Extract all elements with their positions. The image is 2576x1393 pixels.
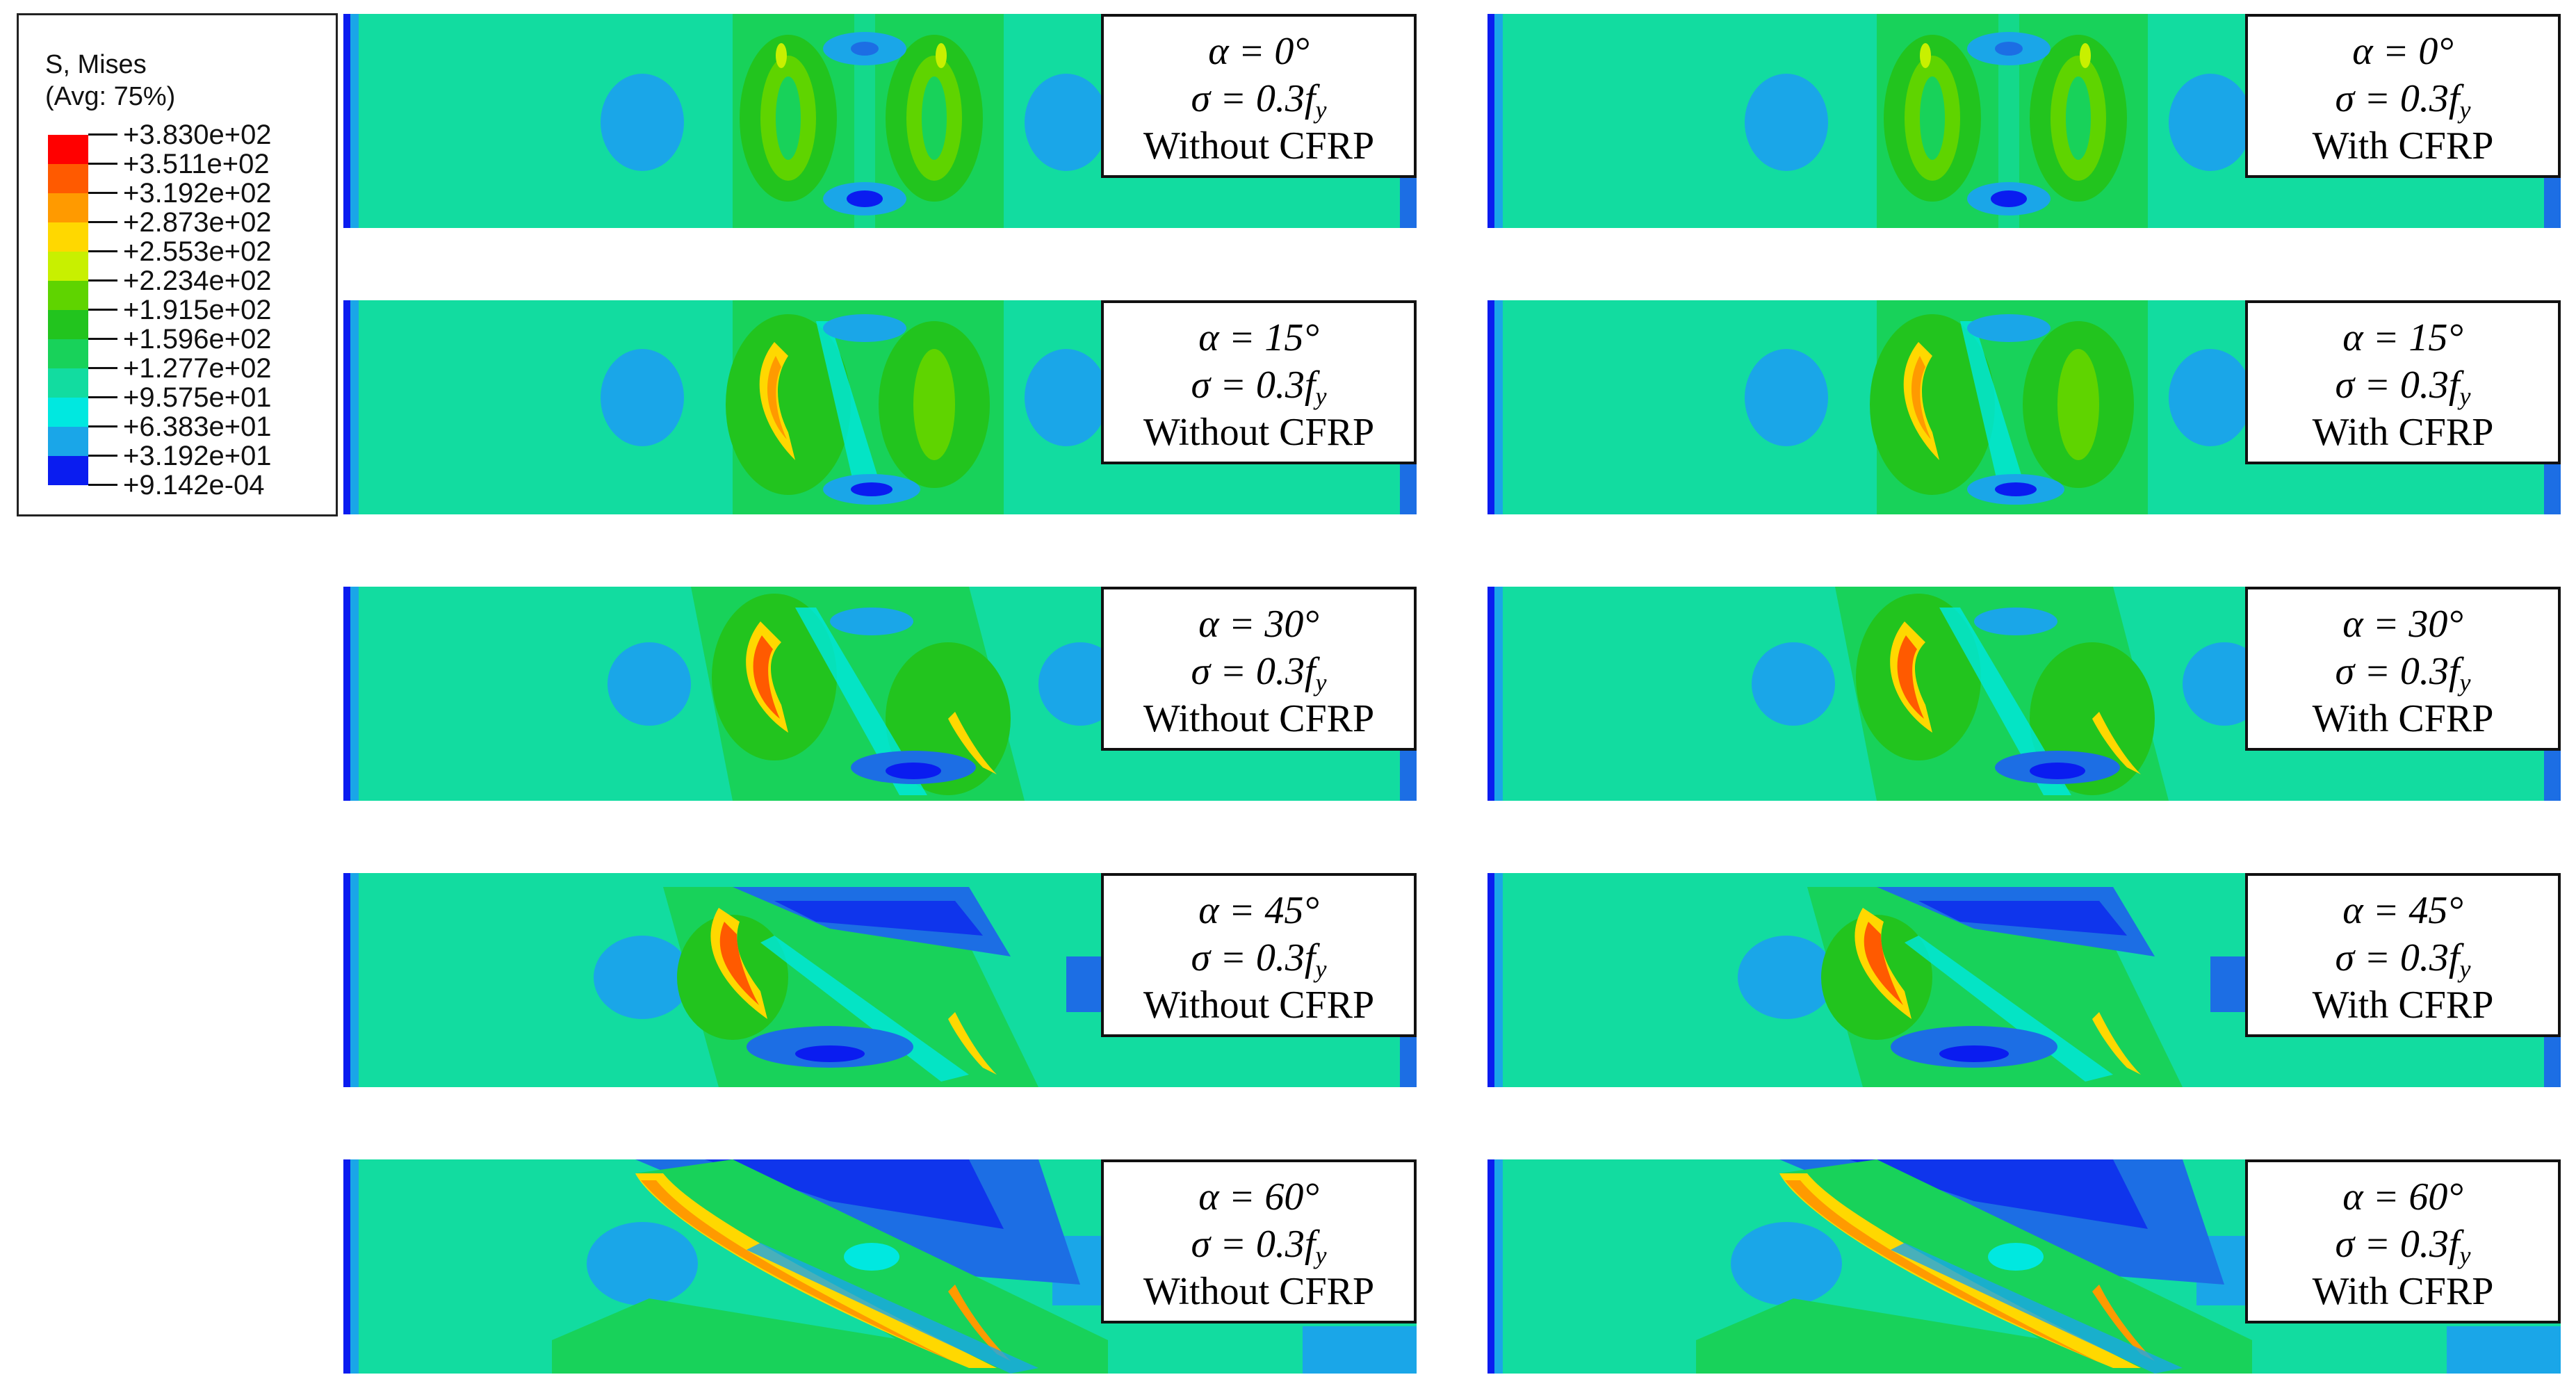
alpha-label: α = 45°: [1198, 889, 1319, 932]
cfrp-label: With CFRP: [2312, 124, 2494, 168]
case-label-box: α = 60° σ = 0.3fy Without CFRP: [1101, 1159, 1417, 1323]
legend-tick: [88, 133, 117, 136]
legend-tick: [88, 163, 117, 165]
sigma-label: σ = 0.3fy: [2335, 364, 2471, 410]
alpha-label: α = 60°: [2342, 1175, 2463, 1219]
legend-value: +2.234e+02: [123, 266, 272, 296]
contour-panel: α = 30° σ = 0.3fy With CFRP: [1487, 587, 2561, 801]
case-label-box: α = 45° σ = 0.3fy With CFRP: [2245, 873, 2561, 1037]
case-label-box: α = 0° σ = 0.3fy With CFRP: [2245, 14, 2561, 178]
legend-swatch: [48, 193, 88, 222]
cfrp-label: With CFRP: [2312, 411, 2494, 454]
sigma-label: σ = 0.3fy: [1191, 650, 1327, 696]
legend-swatch: [48, 368, 88, 398]
legend-tick: [88, 279, 117, 282]
alpha-label: α = 0°: [2352, 30, 2454, 73]
legend-tick: [88, 425, 117, 427]
legend-tick: [88, 367, 117, 369]
legend-tick: [88, 309, 117, 311]
legend-value: +1.277e+02: [123, 353, 272, 384]
legend-swatch: [48, 398, 88, 427]
cfrp-label: Without CFRP: [1143, 1270, 1375, 1313]
case-label-box: α = 15° σ = 0.3fy With CFRP: [2245, 300, 2561, 464]
sigma-label: σ = 0.3fy: [1191, 364, 1327, 410]
case-label-box: α = 60° σ = 0.3fy With CFRP: [2245, 1159, 2561, 1323]
contour-panel: α = 0° σ = 0.3fy Without CFRP: [343, 14, 1417, 228]
legend-swatch: [48, 339, 88, 368]
legend-swatch: [48, 252, 88, 281]
legend-swatch: [48, 135, 88, 164]
legend-value: +6.383e+01: [123, 412, 272, 442]
alpha-label: α = 60°: [1198, 1175, 1319, 1219]
legend-tick: [88, 396, 117, 398]
case-label-box: α = 30° σ = 0.3fy With CFRP: [2245, 587, 2561, 751]
cfrp-label: Without CFRP: [1143, 124, 1375, 168]
sigma-label: σ = 0.3fy: [2335, 1223, 2471, 1269]
cfrp-label: With CFRP: [2312, 1270, 2494, 1313]
stress-legend: S, Mises (Avg: 75%) +3.830e+02 +3.511e+0…: [17, 13, 338, 516]
contour-panel: α = 15° σ = 0.3fy Without CFRP: [343, 300, 1417, 514]
case-label-box: α = 45° σ = 0.3fy Without CFRP: [1101, 873, 1417, 1037]
case-label-box: α = 0° σ = 0.3fy Without CFRP: [1101, 14, 1417, 178]
contour-panel: α = 60° σ = 0.3fy With CFRP: [1487, 1159, 2561, 1374]
legend-tick: [88, 338, 117, 340]
legend-swatch: [48, 222, 88, 252]
legend-swatch: [48, 281, 88, 310]
contour-panel: α = 45° σ = 0.3fy Without CFRP: [343, 873, 1417, 1087]
cfrp-label: Without CFRP: [1143, 411, 1375, 454]
legend-value: +1.596e+02: [123, 324, 272, 355]
alpha-label: α = 15°: [2342, 316, 2463, 359]
case-label-box: α = 15° σ = 0.3fy Without CFRP: [1101, 300, 1417, 464]
legend-value: +3.192e+02: [123, 178, 272, 209]
sigma-label: σ = 0.3fy: [2335, 936, 2471, 983]
legend-swatch: [48, 164, 88, 193]
legend-tick: [88, 192, 117, 194]
sigma-label: σ = 0.3fy: [1191, 936, 1327, 983]
legend-value: +3.511e+02: [123, 149, 270, 179]
legend-value: +3.192e+01: [123, 441, 272, 471]
legend-tick: [88, 221, 117, 223]
legend-subtitle: (Avg: 75%): [45, 82, 176, 111]
legend-tick: [88, 250, 117, 252]
contour-panel: α = 60° σ = 0.3fy Without CFRP: [343, 1159, 1417, 1374]
sigma-label: σ = 0.3fy: [2335, 650, 2471, 696]
cfrp-label: Without CFRP: [1143, 984, 1375, 1027]
sigma-label: σ = 0.3fy: [2335, 77, 2471, 124]
legend-value: +2.873e+02: [123, 207, 272, 238]
alpha-label: α = 45°: [2342, 889, 2463, 932]
contour-panel: α = 15° σ = 0.3fy With CFRP: [1487, 300, 2561, 514]
legend-value: +2.553e+02: [123, 236, 272, 267]
legend-swatch: [48, 456, 88, 485]
alpha-label: α = 30°: [2342, 603, 2463, 646]
cfrp-label: With CFRP: [2312, 984, 2494, 1027]
cfrp-label: With CFRP: [2312, 697, 2494, 740]
case-label-box: α = 30° σ = 0.3fy Without CFRP: [1101, 587, 1417, 751]
cfrp-label: Without CFRP: [1143, 697, 1375, 740]
contour-panel: α = 0° σ = 0.3fy With CFRP: [1487, 14, 2561, 228]
legend-value: +1.915e+02: [123, 295, 272, 325]
contour-panel: α = 45° σ = 0.3fy With CFRP: [1487, 873, 2561, 1087]
legend-swatch: [48, 310, 88, 339]
legend-tick: [88, 484, 117, 486]
legend-value: +3.830e+02: [123, 120, 272, 150]
alpha-label: α = 30°: [1198, 603, 1319, 646]
alpha-label: α = 15°: [1198, 316, 1319, 359]
sigma-label: σ = 0.3fy: [1191, 1223, 1327, 1269]
legend-title: S, Mises: [45, 50, 147, 79]
sigma-label: σ = 0.3fy: [1191, 77, 1327, 124]
legend-tick: [88, 455, 117, 457]
contour-panel: α = 30° σ = 0.3fy Without CFRP: [343, 587, 1417, 801]
legend-value: +9.575e+01: [123, 382, 272, 413]
alpha-label: α = 0°: [1208, 30, 1310, 73]
legend-swatch: [48, 427, 88, 456]
legend-value: +9.142e-04: [123, 470, 265, 500]
